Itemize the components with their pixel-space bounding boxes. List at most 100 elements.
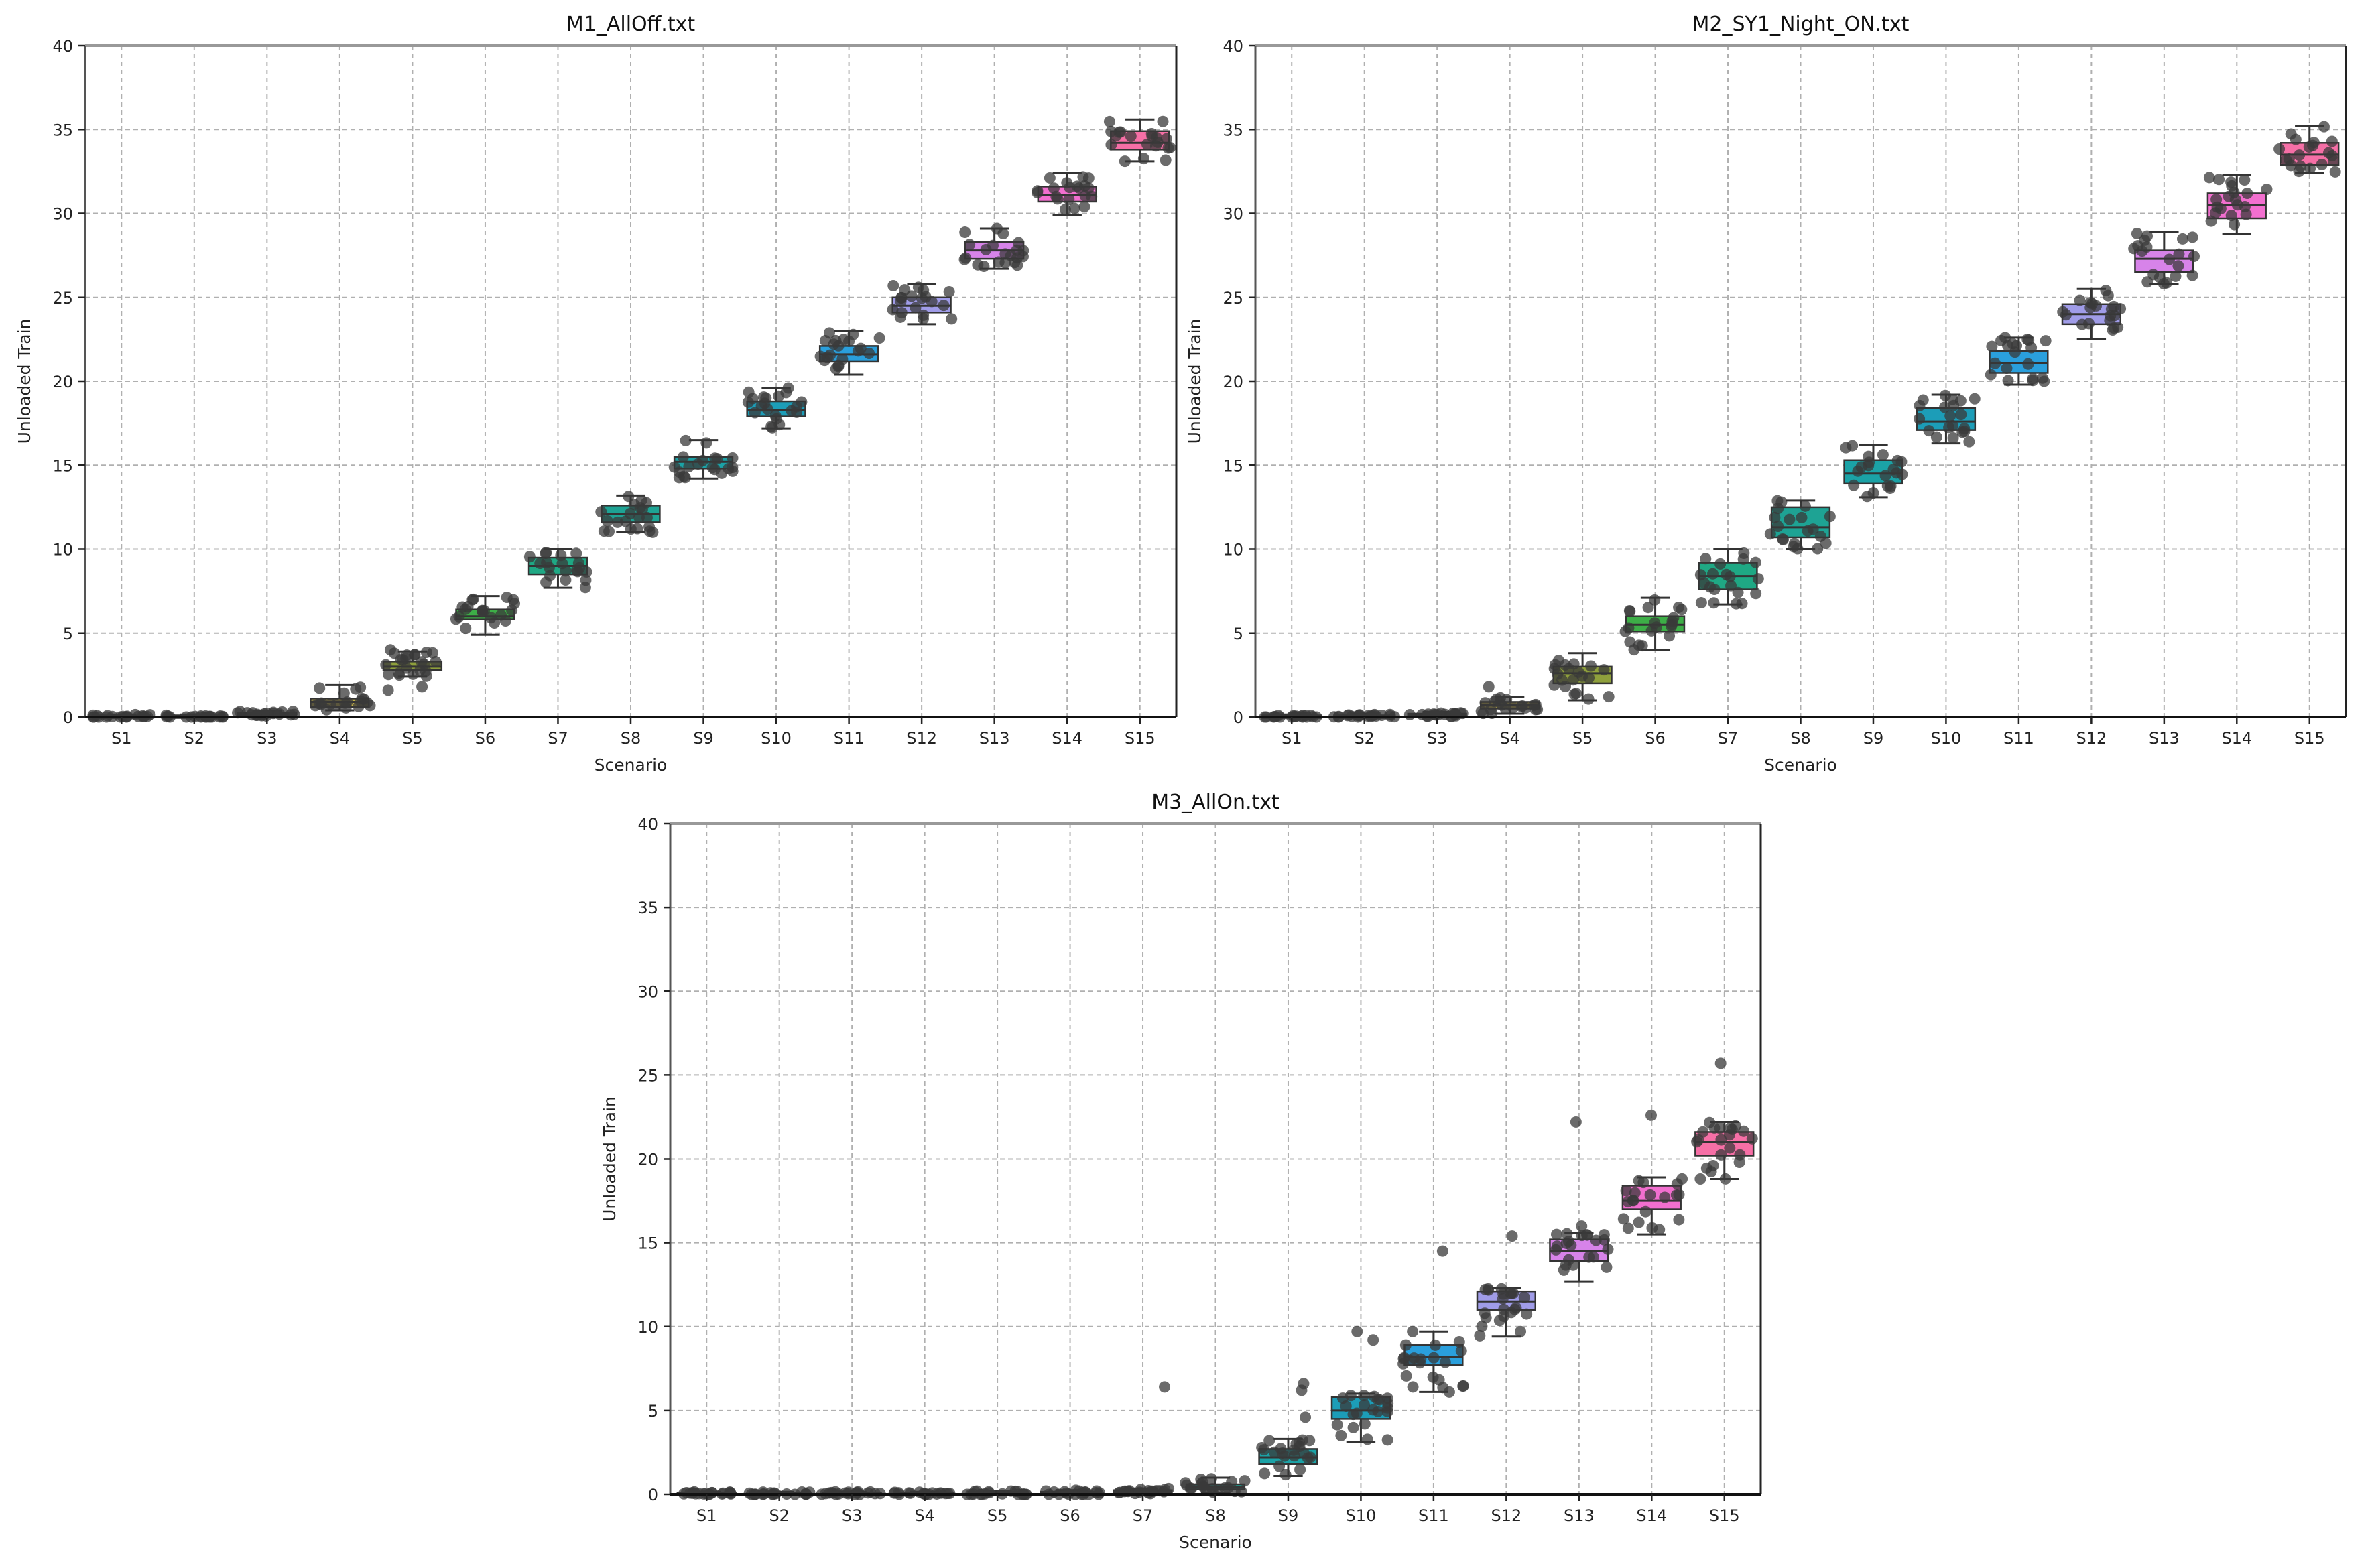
x-tick-label: S5 bbox=[402, 729, 423, 748]
x-tick-label: S12 bbox=[1491, 1506, 1521, 1525]
x-tick-label: S6 bbox=[1060, 1506, 1080, 1525]
strip-points bbox=[1040, 1484, 1106, 1500]
x-tick-label: S9 bbox=[693, 729, 714, 748]
gridlines bbox=[670, 823, 1761, 1495]
x-tick-label: S15 bbox=[1125, 729, 1156, 748]
y-tick-label: 30 bbox=[1223, 205, 1243, 224]
y-axis-label: Unloaded Train bbox=[15, 319, 34, 444]
y-axis-ticks: 0 5 10 15 20 25 30 35 40 bbox=[52, 37, 85, 727]
x-tick-label: S7 bbox=[1718, 729, 1739, 748]
x-tick-label: S15 bbox=[2294, 729, 2325, 748]
box-s13 bbox=[2128, 228, 2200, 289]
y-tick-label: 40 bbox=[52, 37, 73, 56]
box-s12 bbox=[887, 279, 958, 326]
x-axis-ticks: S1 S2 S3 S4 S5 S6 S7 S8 S9 S10 S11 S12 S13 S14 S15 bbox=[1282, 717, 2325, 748]
x-axis-label: Scenario bbox=[1764, 755, 1837, 775]
x-tick-label: S3 bbox=[257, 729, 277, 748]
strip-points bbox=[1403, 707, 1469, 722]
strip-points bbox=[1619, 594, 1688, 656]
x-tick-label: S5 bbox=[987, 1506, 1008, 1525]
x-tick-label: S4 bbox=[1499, 729, 1520, 748]
box-s5 bbox=[380, 644, 443, 696]
x-axis-ticks: S1 S2 S3 S4 S5 S6 S7 S8 S9 S10 S11 S12 S13 S14 S15 bbox=[111, 717, 1156, 748]
strip-points bbox=[380, 644, 442, 696]
x-tick-label: S7 bbox=[1133, 1506, 1153, 1525]
x-tick-label: S4 bbox=[330, 729, 351, 748]
strip-points bbox=[1474, 1230, 1533, 1342]
box-s4 bbox=[1475, 681, 1544, 720]
box-s10 bbox=[1914, 389, 1981, 448]
chart-m3-allon: 0 5 10 15 20 25 30 35 40 S1 S2 S3 S4 S5 S6 S7 S8 S9 S10 S11… bbox=[583, 777, 1774, 1568]
y-tick-label: 0 bbox=[648, 1486, 658, 1504]
box-s9 bbox=[1840, 440, 1908, 503]
y-tick-label: 20 bbox=[1223, 373, 1243, 391]
box-s12 bbox=[2057, 285, 2127, 340]
strip-points bbox=[1256, 1378, 1316, 1481]
x-tick-label: S7 bbox=[548, 729, 568, 748]
x-tick-label: S1 bbox=[111, 729, 132, 748]
box-s6 bbox=[1040, 1484, 1106, 1500]
x-tick-label: S1 bbox=[696, 1506, 717, 1525]
strip-points bbox=[1180, 1473, 1251, 1498]
strip-points bbox=[2128, 228, 2200, 289]
x-tick-label: S9 bbox=[1863, 729, 1884, 748]
x-axis-ticks: S1 S2 S3 S4 S5 S6 S7 S8 S9 S10 S11 S12 S13 S14 S15 bbox=[696, 1494, 1740, 1525]
chart-svg: 0 5 10 15 20 25 30 35 40 S1 S2 S3 S4 S5 S6 S7 S8 S9 S10 S11… bbox=[600, 791, 1762, 1552]
box-s4 bbox=[310, 681, 376, 716]
strip-points bbox=[1397, 1245, 1469, 1398]
box-s14 bbox=[1617, 1109, 1688, 1236]
x-tick-label: S1 bbox=[1282, 729, 1302, 748]
strip-points bbox=[232, 706, 300, 722]
y-tick-label: 25 bbox=[1223, 289, 1243, 308]
x-tick-label: S6 bbox=[1645, 729, 1666, 748]
y-tick-label: 0 bbox=[63, 708, 73, 727]
strip-points bbox=[814, 327, 885, 375]
box-s6 bbox=[1619, 594, 1688, 656]
x-tick-label: S13 bbox=[2149, 729, 2180, 748]
strip-points bbox=[1550, 1116, 1614, 1276]
strip-points bbox=[1548, 655, 1615, 705]
y-tick-label: 10 bbox=[1223, 541, 1243, 560]
strip-points bbox=[1764, 495, 1836, 555]
box-s11 bbox=[814, 327, 885, 376]
box-s10 bbox=[1330, 1325, 1394, 1446]
y-tick-label: 35 bbox=[1223, 121, 1243, 139]
box-s8 bbox=[1180, 1473, 1251, 1498]
gridlines bbox=[85, 45, 1176, 718]
x-tick-label: S10 bbox=[761, 729, 792, 748]
y-tick-label: 0 bbox=[1233, 708, 1243, 727]
x-axis-label: Scenario bbox=[1179, 1532, 1252, 1552]
y-tick-label: 25 bbox=[52, 289, 73, 308]
box-s7 bbox=[1113, 1381, 1175, 1500]
x-tick-label: S5 bbox=[1572, 729, 1593, 748]
y-tick-label: 40 bbox=[1223, 37, 1243, 56]
y-tick-label: 20 bbox=[637, 1151, 658, 1169]
strip-points bbox=[958, 222, 1029, 273]
y-tick-label: 10 bbox=[637, 1318, 658, 1337]
gridlines bbox=[1255, 45, 2346, 718]
y-tick-label: 40 bbox=[637, 815, 658, 834]
strip-points bbox=[1691, 1057, 1758, 1185]
x-tick-label: S2 bbox=[184, 729, 205, 748]
strip-points bbox=[668, 434, 739, 484]
box-s14 bbox=[2203, 172, 2273, 235]
strip-points bbox=[595, 491, 659, 538]
strip-points bbox=[1985, 332, 2052, 387]
x-tick-label: S15 bbox=[1709, 1506, 1740, 1525]
strip-points bbox=[1113, 1381, 1175, 1500]
x-tick-label: S2 bbox=[1354, 729, 1375, 748]
y-tick-label: 30 bbox=[637, 982, 658, 1001]
box-s5 bbox=[1548, 652, 1615, 705]
box-s7 bbox=[1694, 547, 1764, 610]
x-axis-label: Scenario bbox=[595, 755, 668, 775]
x-tick-label: S10 bbox=[1931, 729, 1962, 748]
chart-title: M1_AllOff.txt bbox=[566, 13, 695, 36]
box-s11 bbox=[1985, 332, 2052, 387]
x-tick-label: S9 bbox=[1278, 1506, 1299, 1525]
strip-points bbox=[1694, 547, 1764, 610]
y-tick-label: 35 bbox=[52, 121, 73, 139]
strip-points bbox=[1032, 171, 1098, 216]
y-axis-label: Unloaded Train bbox=[600, 1096, 619, 1222]
y-tick-label: 5 bbox=[648, 1402, 658, 1421]
box-s9 bbox=[668, 434, 739, 484]
